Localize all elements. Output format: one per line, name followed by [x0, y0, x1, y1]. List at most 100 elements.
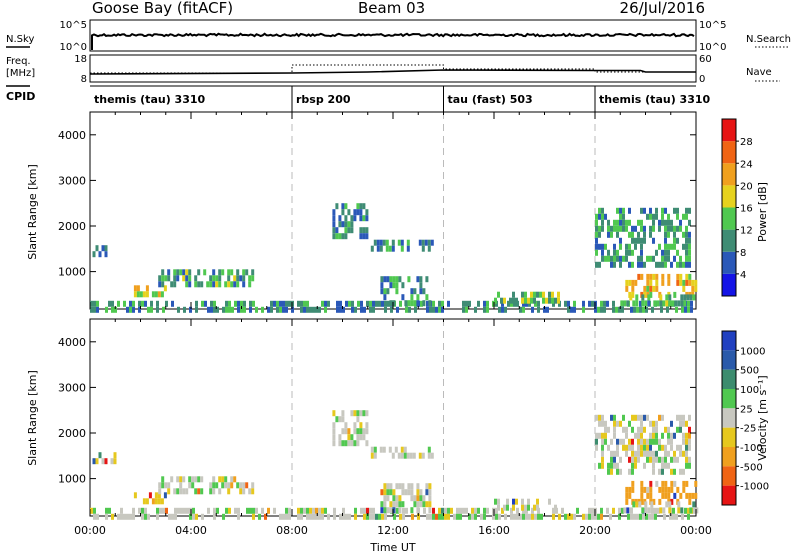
power-scale-label: Power [dB] [756, 182, 769, 242]
nsky-panel: N.Sky 10^5 10^0 10^5 10^0 N.Search [6, 19, 791, 53]
power-colorbar: 4 8 12 16 20 24 28 Power [dB] [721, 118, 769, 297]
velocity-tick-7: -1000 [740, 482, 769, 493]
station-title: Goose Bay (fitACF) [92, 0, 233, 17]
power-echo-region-7 [494, 291, 560, 304]
power-tick-6: 28 [740, 137, 753, 148]
power-echo-region-8 [595, 207, 691, 268]
velocity-color-4 [722, 408, 736, 428]
velocity-color-5 [722, 427, 736, 447]
velocity-tick-1: 500 [740, 366, 759, 377]
velocity-scale-label: Velocity [m s⁻¹] [756, 375, 769, 460]
nsky-trace [91, 32, 695, 50]
y-tick-0-2: 3000 [58, 174, 86, 187]
velocity-y-label: Slant Range [km] [26, 370, 39, 466]
nsearch-label: N.Search [746, 34, 791, 45]
power-color-5 [722, 163, 736, 186]
x-tick-3: 12:00 [377, 524, 409, 537]
nsearch-tick-top: 10^5 [699, 20, 726, 31]
power-echo-region-10 [620, 294, 696, 307]
power-color-0 [722, 273, 736, 296]
y-tick-1-2: 3000 [58, 381, 86, 394]
power-echo-region-4 [332, 203, 369, 240]
velocity-tick-5: -100 [740, 443, 763, 454]
power-echo-region-1 [133, 285, 167, 298]
freq-trace [89, 69, 696, 75]
nave-tick-bottom: 0 [699, 74, 705, 85]
power-tick-4: 20 [740, 181, 753, 192]
y-tick-0-0: 1000 [58, 266, 86, 279]
nsearch-tick-bottom: 10^0 [699, 42, 726, 53]
velocity-tick-6: -500 [740, 462, 763, 473]
velocity-color-2 [722, 369, 736, 389]
power-echo-region-2 [158, 269, 255, 288]
velocity-color-8 [722, 485, 736, 505]
power-echo-region-3 [90, 300, 693, 313]
power-echo-region-0 [92, 245, 108, 258]
cpid-segment-0: themis (tau) 3310 [94, 93, 206, 106]
power-color-3 [722, 207, 736, 230]
nsky-label: N.Sky [6, 34, 34, 45]
velocity-colorbar: 1000 500 100 25 -25 -100 -500 -1000 Velocity [m… [721, 330, 769, 506]
velocity-echo-region-0 [92, 452, 117, 465]
velocity-echo-region-1 [133, 492, 167, 505]
nave-label: Nave [746, 67, 772, 78]
power-echo-region-6 [380, 276, 432, 307]
power-tick-5: 24 [740, 159, 753, 170]
velocity-panel: 1000 2000 3000 4000 Slant Range [km] [26, 318, 699, 520]
power-color-7 [722, 119, 736, 142]
nsky-tick-top: 10^5 [60, 20, 87, 31]
y-tick-1-0: 1000 [58, 473, 86, 486]
x-tick-2: 08:00 [276, 524, 308, 537]
y-tick-1-3: 4000 [58, 336, 86, 349]
velocity-echo-region-10 [623, 501, 699, 514]
x-tick-4: 16:00 [478, 524, 510, 537]
velocity-color-6 [722, 447, 736, 467]
freq-tick-top: 18 [74, 54, 87, 65]
y-tick-1-1: 2000 [58, 427, 86, 440]
nave-trace [90, 64, 696, 74]
y-tick-0-1: 2000 [58, 220, 86, 233]
x-tick-6: 00:00 [680, 524, 712, 537]
power-panel: 1000 2000 3000 4000 Slant Range [km] [26, 111, 698, 313]
velocity-echo-region-8 [595, 414, 691, 475]
velocity-echo-region-4 [332, 410, 369, 447]
velocity-color-7 [722, 466, 736, 486]
cpid-segment-1: rbsp 200 [296, 93, 351, 106]
cpid-label: CPID [6, 90, 35, 103]
power-tick-3: 16 [740, 204, 753, 215]
power-tick-0: 4 [740, 270, 746, 281]
freq-tick-bottom: 8 [81, 74, 87, 85]
freq-unit: [MHz] [6, 68, 35, 79]
x-axis-label: Time UT [369, 541, 415, 554]
power-color-6 [722, 141, 736, 164]
power-color-4 [722, 185, 736, 208]
velocity-echo-region-5 [370, 446, 434, 459]
freq-label: Freq. [6, 56, 31, 67]
date-title: 26/Jul/2016 [620, 0, 705, 17]
velocity-echo-region-2 [158, 476, 255, 495]
velocity-color-3 [722, 389, 736, 409]
power-color-1 [722, 251, 736, 274]
velocity-tick-0: 1000 [740, 346, 765, 357]
cpid-segment-2: tau (fast) 503 [448, 93, 533, 106]
power-y-label: Slant Range [km] [26, 164, 39, 260]
y-tick-0-3: 4000 [58, 129, 86, 142]
cpid-segment-3: themis (tau) 3310 [599, 93, 711, 106]
power-echo-region-5 [370, 239, 434, 252]
cpid-row: CPID themis (tau) 3310 rbsp 200 tau (fast)… [6, 85, 711, 112]
nave-tick-top: 60 [699, 54, 712, 65]
velocity-tick-4: -25 [740, 424, 756, 435]
beam-title: Beam 03 [358, 0, 425, 17]
x-tick-5: 20:00 [579, 524, 611, 537]
power-tick-2: 12 [740, 226, 753, 237]
power-tick-1: 8 [740, 248, 746, 259]
velocity-color-0 [722, 331, 736, 351]
x-tick-0: 00:00 [74, 524, 106, 537]
freq-panel: Freq. [MHz] 18 8 60 0 Nave [6, 54, 780, 85]
x-tick-1: 04:00 [175, 524, 207, 537]
velocity-echo-region-6 [380, 483, 432, 514]
power-color-2 [722, 229, 736, 252]
velocity-echo-region-7 [494, 498, 557, 511]
velocity-color-1 [722, 350, 736, 370]
